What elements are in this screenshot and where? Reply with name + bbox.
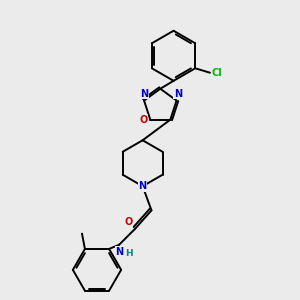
Text: Cl: Cl — [212, 68, 222, 78]
Text: N: N — [174, 89, 182, 99]
Text: O: O — [140, 115, 148, 124]
Text: N: N — [115, 247, 123, 257]
Text: O: O — [125, 217, 133, 227]
Text: N: N — [139, 181, 147, 191]
Text: N: N — [140, 89, 148, 99]
Text: H: H — [126, 249, 133, 258]
